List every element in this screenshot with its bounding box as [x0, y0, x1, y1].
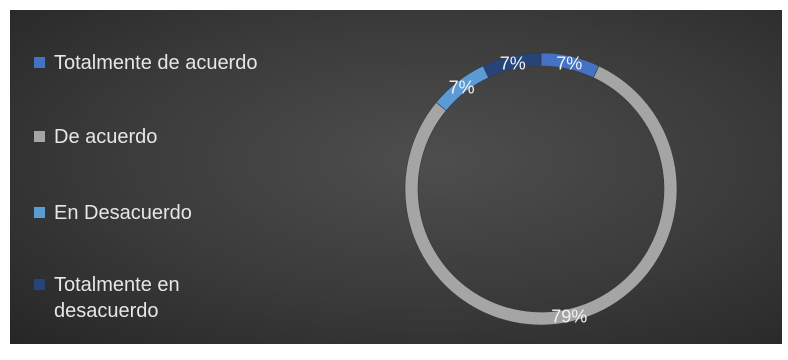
doughnut-chart: 7% 79% 7% 7%	[404, 52, 678, 326]
slice-de-acuerdo	[404, 65, 678, 326]
slice-totalmente-en-desacuerdo	[482, 52, 542, 79]
legend-label: Totalmente de acuerdo	[54, 52, 258, 74]
legend: Totalmente de acuerdo De acuerdo En Desa…	[34, 10, 334, 344]
legend-swatch	[34, 279, 45, 290]
legend-label: En Desacuerdo	[54, 202, 192, 224]
legend-item-en-desacuerdo: En Desacuerdo	[34, 200, 192, 226]
legend-item-totalmente-en-desacuerdo: Totalmente en desacuerdo	[28, 272, 244, 324]
legend-swatch	[34, 57, 45, 68]
legend-item-totalmente-de-acuerdo: Totalmente de acuerdo	[34, 50, 257, 76]
legend-swatch	[34, 207, 45, 218]
chart-area: Totalmente de acuerdo De acuerdo En Desa…	[10, 10, 782, 344]
legend-swatch	[34, 131, 45, 142]
data-label-de-acuerdo: 79%	[551, 306, 587, 326]
legend-label: De acuerdo	[54, 126, 158, 148]
data-label-totalmente-en-desacuerdo: 7%	[500, 54, 526, 74]
data-label-totalmente-de-acuerdo: 7%	[556, 54, 582, 74]
legend-item-de-acuerdo: De acuerdo	[34, 124, 157, 150]
data-label-en-desacuerdo: 7%	[449, 78, 475, 98]
legend-label: Totalmente en desacuerdo	[54, 274, 180, 322]
